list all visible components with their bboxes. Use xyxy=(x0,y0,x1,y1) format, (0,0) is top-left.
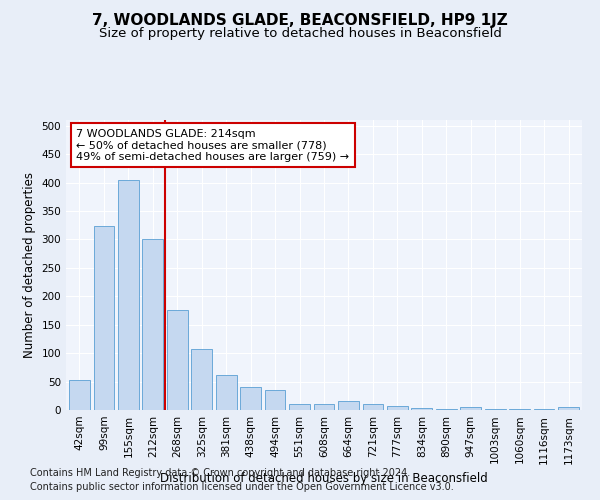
Bar xyxy=(191,349,212,410)
Bar xyxy=(412,408,432,410)
Bar xyxy=(216,374,236,410)
Text: Contains public sector information licensed under the Open Government Licence v3: Contains public sector information licen… xyxy=(30,482,454,492)
Bar xyxy=(338,402,359,410)
Bar xyxy=(289,404,310,410)
Bar xyxy=(118,180,139,410)
Bar xyxy=(460,407,481,410)
Y-axis label: Number of detached properties: Number of detached properties xyxy=(23,172,36,358)
Bar xyxy=(94,226,114,410)
Bar xyxy=(69,380,90,410)
Bar xyxy=(240,388,261,410)
Text: 7 WOODLANDS GLADE: 214sqm
← 50% of detached houses are smaller (778)
49% of semi: 7 WOODLANDS GLADE: 214sqm ← 50% of detac… xyxy=(76,128,349,162)
Bar xyxy=(142,240,163,410)
Bar xyxy=(558,407,579,410)
Bar xyxy=(387,406,408,410)
Bar xyxy=(167,310,188,410)
Bar xyxy=(362,404,383,410)
Bar xyxy=(265,390,286,410)
Text: Contains HM Land Registry data © Crown copyright and database right 2024.: Contains HM Land Registry data © Crown c… xyxy=(30,468,410,477)
X-axis label: Distribution of detached houses by size in Beaconsfield: Distribution of detached houses by size … xyxy=(160,472,488,485)
Bar xyxy=(314,404,334,410)
Text: Size of property relative to detached houses in Beaconsfield: Size of property relative to detached ho… xyxy=(98,28,502,40)
Text: 7, WOODLANDS GLADE, BEACONSFIELD, HP9 1JZ: 7, WOODLANDS GLADE, BEACONSFIELD, HP9 1J… xyxy=(92,12,508,28)
